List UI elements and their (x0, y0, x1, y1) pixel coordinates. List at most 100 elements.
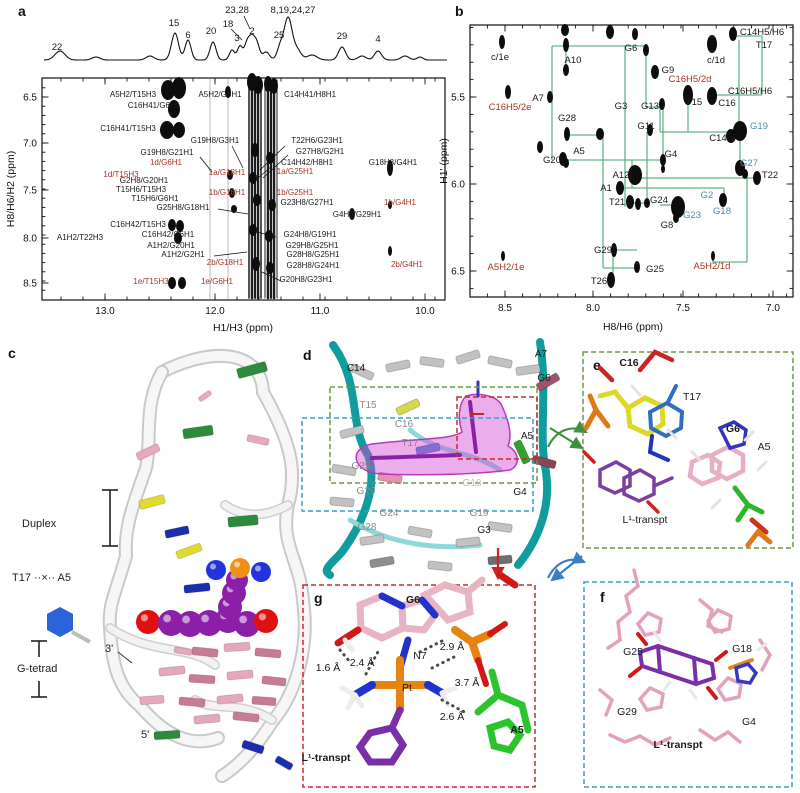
residue-label: G18 (463, 478, 482, 489)
atom-distance-label: L¹-transpt (302, 752, 351, 764)
sphere-highlight (258, 613, 266, 621)
cross-peak-assignment: 2b/G4H1 (391, 260, 424, 269)
residue-label: A7 (535, 349, 548, 360)
residue-label: G6 (726, 423, 740, 435)
x-tick-label: 8.0 (586, 303, 600, 314)
panel-b-noesy-walk-spectrum: b 8.5 8.0 7.5 7.0 5.5 6.0 6.5 c/1e G6 A10 G9 c/1d C1… (438, 3, 794, 333)
noesy-cross-peak (742, 169, 748, 179)
residue-label: L¹-transpt (623, 514, 668, 526)
residue-label: T17 (401, 438, 419, 449)
residue-assignment: C16H5/2d (669, 74, 712, 85)
callout-line (230, 28, 243, 41)
noesy-cross-peak (673, 213, 679, 223)
noesy-cross-peak (611, 243, 617, 257)
noesy-cross-peak (661, 165, 665, 173)
base-slab (182, 424, 214, 440)
stick-model-f (598, 568, 773, 747)
base-slab (153, 729, 181, 741)
atom-distance-label: Pt (402, 682, 412, 694)
three-prime-label: 3' (105, 643, 113, 655)
residue-assignment: G27 (740, 158, 758, 169)
panel-a-x-axis-label: H1/H3 (ppm) (213, 322, 273, 334)
y-tick-label: 6.5 (23, 93, 37, 104)
g-tetrad-label: G-tetrad (17, 663, 57, 675)
atom-distance-label: N7 (413, 650, 427, 662)
callout-line (262, 154, 289, 179)
noesy-cross-peak (161, 80, 175, 100)
noesy-cross-peak (635, 198, 641, 210)
base-slab (241, 739, 265, 755)
residue-assignment: A10 (565, 55, 582, 66)
residue-assignment: A7 (532, 93, 544, 104)
noesy-cross-peak (168, 277, 176, 289)
residue-assignment: C16 (718, 98, 735, 109)
y-tick-label: 8.5 (23, 279, 37, 290)
plot-frame (469, 24, 794, 298)
noesy-cross-peak (227, 170, 233, 180)
1d-peak-number: 15 (169, 18, 180, 29)
residue-assignment: G18 (713, 206, 731, 217)
ligand-atom-sphere (254, 609, 278, 633)
residue-assignment: G20 (543, 155, 561, 166)
base-slab (164, 525, 190, 539)
cross-peak-assignment: G4H8/G29H1 (333, 210, 382, 219)
residue-assignment: G4 (665, 149, 678, 160)
noesy-cross-peak (499, 35, 505, 49)
x-tick-label: 11.0 (311, 306, 330, 317)
blue-rotation-arrow-icon (547, 551, 587, 582)
residue-label: G18 (732, 643, 752, 655)
residue-label: G25 (623, 646, 643, 658)
residue-assignment: G2 (701, 190, 714, 201)
x-tick-label: 12.0 (205, 306, 225, 317)
noesy-cross-peak (707, 87, 717, 105)
sphere-highlight (255, 565, 261, 572)
residue-label: G4 (742, 716, 756, 728)
five-prime-label: 5' (141, 729, 149, 741)
cross-peak-assignment: 1a/G25H1 (277, 167, 314, 176)
noesy-cross-peak (249, 172, 257, 184)
base-slab (455, 349, 481, 365)
g-tetrad-bracket (31, 640, 47, 698)
x-tick-label: 7.0 (766, 303, 780, 314)
base-slab (227, 514, 259, 528)
cross-peak-assignment: 1e/T15H3 (133, 277, 169, 286)
base-slab (198, 390, 212, 402)
base-slab (515, 364, 541, 376)
1d-peak-number: 20 (206, 26, 217, 37)
residue-label: G6 (537, 373, 551, 384)
base-slab (329, 496, 355, 508)
distance-and-atom-labels: G6 N7 2.9 Å 1.6 Å 2.4 Å Pt 3.7 Å 2.6 Å A5 L¹-tran… (302, 594, 524, 764)
1d-peak-number: 23,28 (225, 5, 249, 16)
cross-peak-assignment: A5H2/T15H3 (110, 90, 157, 99)
base-slab (226, 669, 254, 681)
sphere-highlight (163, 614, 172, 623)
residue-assignment: G25 (646, 264, 664, 275)
residue-assignment: C16H5/H6 (728, 86, 772, 97)
y-tick-label: 6.5 (451, 267, 465, 278)
1d-peak-number: 22 (52, 42, 63, 53)
base-slab (254, 647, 282, 659)
base-slab (385, 359, 411, 373)
noesy-cross-peak (632, 28, 638, 40)
base-slab (236, 361, 268, 379)
residue-assignment: G28 (558, 113, 576, 124)
cross-peak-assignment: G19H8/G21H1 (141, 148, 194, 157)
base-slab (274, 755, 294, 771)
sphere-highlight (234, 561, 240, 568)
residue-label: G24 (380, 508, 399, 519)
cross-peak-assignment: A1H2/G2H1 (161, 250, 205, 259)
base-slab (349, 363, 375, 381)
residue-assignment: G23 (683, 210, 701, 221)
1d-peak-number: 18 (223, 19, 234, 30)
duplex-bracket (102, 489, 118, 547)
noesy-cross-peak (168, 100, 180, 118)
residue-assignment: C16H5/2e (489, 102, 532, 113)
residue-label: G29 (617, 706, 637, 718)
noesy-cross-peak (505, 85, 511, 99)
noesy-cross-peak (707, 35, 717, 53)
residue-assignment: T26 (591, 276, 607, 287)
base-slab (135, 443, 161, 461)
noesy-cross-peak (388, 201, 392, 209)
